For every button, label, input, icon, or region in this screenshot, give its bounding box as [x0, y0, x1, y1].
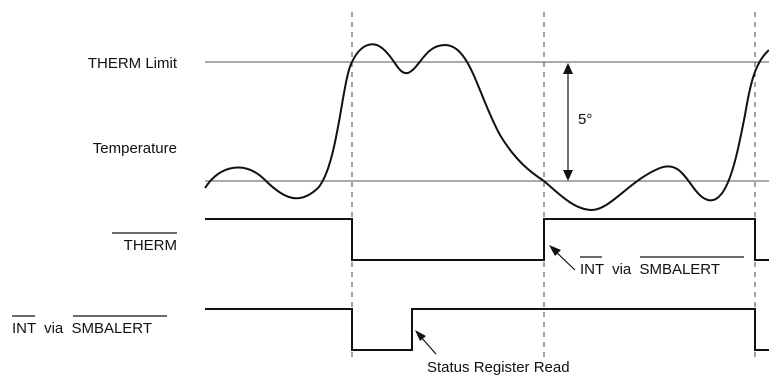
hysteresis-arrowhead-top — [563, 63, 573, 74]
status-read-arrow — [419, 335, 437, 355]
int-annotation-via: via — [612, 261, 632, 278]
hysteresis-arrowhead-bottom — [563, 170, 573, 181]
status-register-read-label: Status Register Read — [427, 359, 570, 376]
status-read-arrowhead — [415, 330, 426, 341]
temperature-label: Temperature — [93, 140, 177, 157]
int-annotation-int: INT — [580, 261, 604, 278]
temperature-curve — [204, 43, 769, 212]
int-via-smbalert-label: INT via SMBALERT — [12, 320, 152, 337]
therm-signal-label: THERM — [124, 237, 177, 254]
therm-waveform — [205, 218, 769, 261]
int-label: INT — [12, 320, 36, 337]
int-smbalert-waveform — [205, 308, 769, 351]
int-annotation-arrowhead — [549, 245, 561, 256]
hysteresis-label: 5° — [578, 111, 592, 128]
via-label: via — [44, 320, 64, 337]
int-annotation-label: INT via SMBALERT — [580, 261, 720, 278]
int-annotation-smbalert: SMBALERT — [639, 261, 720, 278]
therm-limit-label: THERM Limit — [88, 55, 178, 72]
smbalert-label: SMBALERT — [71, 320, 152, 337]
